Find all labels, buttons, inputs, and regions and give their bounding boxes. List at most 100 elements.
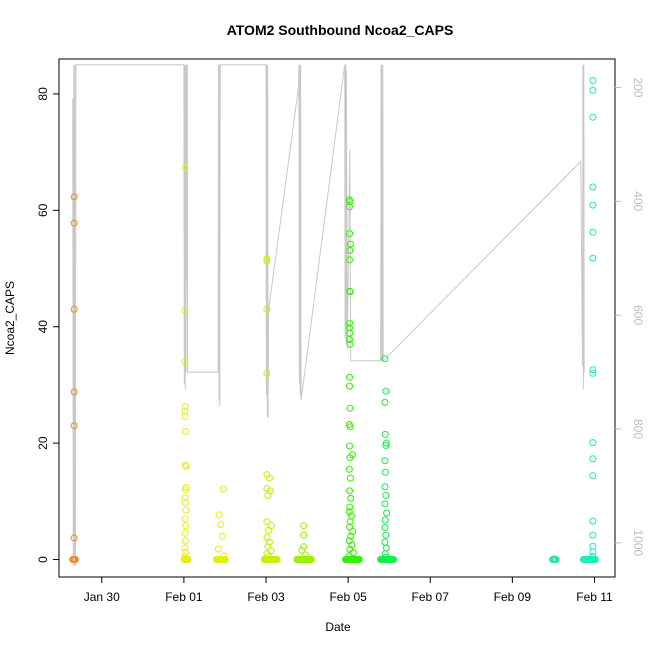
data-point: [181, 428, 189, 435]
right-tick-label: 600: [631, 305, 645, 325]
data-point: [381, 538, 389, 546]
data-point: [381, 468, 389, 476]
data-point: [381, 483, 389, 491]
data-point: [181, 407, 189, 415]
data-point: [381, 524, 389, 531]
data-point: [346, 454, 354, 462]
y-tick-label: 20: [36, 436, 50, 450]
chart-title: ATOM2 Southbound Ncoa2_CAPS: [227, 22, 454, 38]
y-tick-label: 60: [36, 203, 50, 217]
data-point: [382, 544, 390, 552]
data-point: [348, 541, 356, 549]
data-point: [265, 526, 273, 534]
data-point: [589, 86, 597, 94]
data-point: [181, 549, 189, 557]
data-point: [383, 509, 391, 517]
data-point: [267, 547, 275, 555]
data-point: [381, 430, 389, 438]
data-point: [264, 492, 272, 499]
data-point: [265, 474, 273, 482]
data-point: [346, 324, 353, 332]
data-point: [181, 553, 189, 561]
data-point: [381, 550, 389, 558]
data-point: [589, 113, 597, 121]
data-point: [264, 543, 272, 551]
data-point: [219, 485, 227, 493]
data-point: [589, 366, 597, 374]
data-point: [345, 508, 353, 516]
data-point: [181, 529, 189, 537]
right-tick-label: 1000: [631, 529, 645, 556]
data-point: [346, 423, 354, 431]
data-point: [70, 388, 78, 396]
data-point: [346, 487, 353, 495]
data-point: [589, 369, 597, 377]
data-point: [300, 531, 308, 539]
data-point: [589, 548, 597, 556]
data-point: [70, 193, 78, 201]
data-point: [347, 494, 355, 502]
data-point: [182, 506, 190, 514]
data-point: [589, 542, 597, 550]
data-point: [298, 546, 306, 554]
data-point: [300, 543, 308, 551]
x-tick-label: Feb 05: [329, 590, 367, 604]
data-point: [346, 230, 353, 238]
data-point: [346, 474, 354, 482]
depth-trace-line: [72, 64, 585, 566]
y-tick-label: 40: [36, 320, 50, 334]
data-point: [181, 412, 189, 420]
x-tick-label: Jan 30: [84, 590, 120, 604]
data-point: [550, 555, 558, 563]
data-point: [220, 552, 228, 560]
data-point: [589, 77, 597, 84]
data-point: [381, 398, 389, 406]
data-point: [217, 521, 225, 529]
data-point: [346, 336, 353, 343]
y-tick-label: 0: [36, 556, 50, 563]
data-point: [301, 551, 309, 559]
data-point: [181, 499, 189, 506]
data-point: [382, 492, 390, 499]
data-point: [265, 538, 273, 546]
data-point: [346, 319, 353, 327]
data-point: [263, 518, 271, 526]
right-tick-label: 800: [631, 419, 645, 439]
x-tick-label: Feb 11: [576, 590, 613, 604]
data-point: [346, 288, 354, 296]
data-point: [263, 255, 271, 263]
points-layer: [69, 77, 599, 563]
data-point: [263, 369, 271, 377]
data-point: [346, 247, 354, 254]
data-point: [346, 523, 353, 531]
data-point: [346, 404, 354, 412]
data-point: [355, 556, 363, 563]
data-point: [70, 219, 78, 227]
data-point: [382, 553, 390, 561]
data-point: [307, 556, 315, 563]
data-point: [589, 201, 597, 209]
data-point: [182, 522, 190, 530]
right-tick-label: 400: [631, 191, 645, 211]
data-point: [381, 500, 389, 508]
data-point: [589, 517, 597, 525]
x-tick-label: Feb 09: [494, 590, 532, 604]
plot-frame: [58, 58, 616, 578]
x-tick-label: Feb 07: [412, 590, 450, 604]
data-point: [347, 532, 355, 540]
data-point: [218, 532, 226, 540]
data-point: [381, 516, 389, 524]
data-point: [181, 164, 189, 172]
data-point: [589, 228, 597, 236]
data-point: [70, 534, 78, 542]
data-point: [221, 556, 229, 563]
y-axis-label: Ncoa2_CAPS: [3, 281, 17, 355]
data-point: [265, 553, 273, 561]
data-point: [381, 355, 389, 363]
data-point: [181, 358, 189, 366]
data-point: [589, 553, 597, 561]
data-point: [181, 494, 189, 502]
data-point: [181, 544, 189, 552]
data-point: [346, 198, 354, 206]
